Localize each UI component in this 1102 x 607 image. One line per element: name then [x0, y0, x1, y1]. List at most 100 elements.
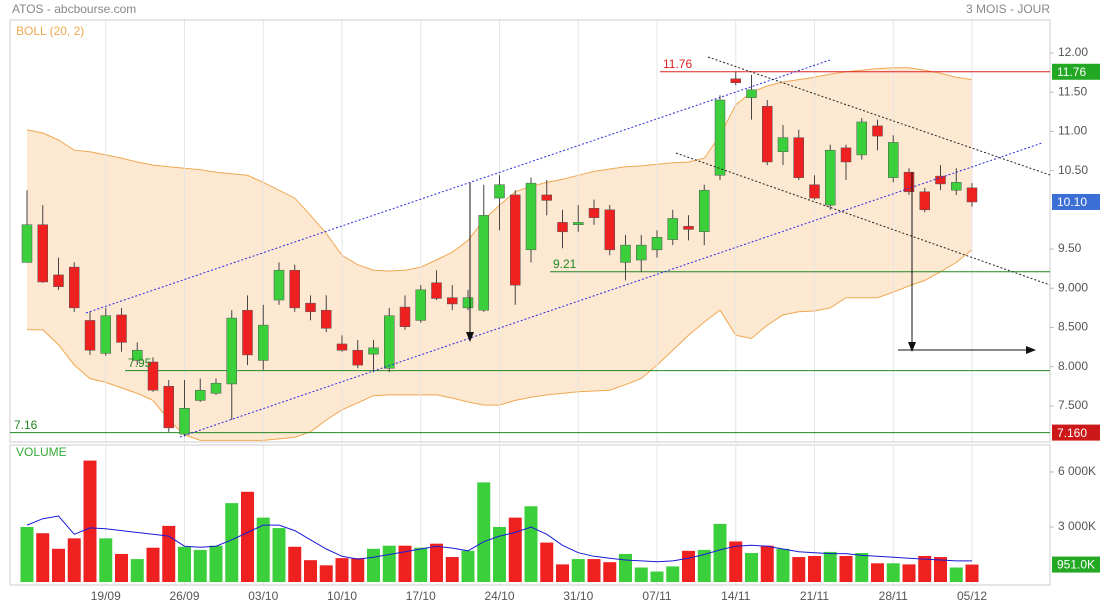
- volume-bar: [146, 547, 160, 582]
- level-label: 7.95: [128, 356, 152, 370]
- volume-panel: [9, 444, 1051, 586]
- candle-body: [966, 187, 978, 203]
- volume-bar: [162, 525, 176, 582]
- x-tick-label: 14/11: [721, 589, 750, 603]
- candle-body: [777, 137, 789, 153]
- volume-bar: [524, 506, 538, 582]
- candle-body: [321, 309, 332, 329]
- candle-body: [132, 349, 143, 361]
- candle-body: [384, 315, 395, 369]
- volume-bar: [571, 559, 585, 582]
- indicator-label: BOLL (20, 2): [16, 24, 84, 38]
- value-tag: [1052, 424, 1100, 441]
- y-tick-label: 9.50: [1058, 241, 1082, 255]
- volume-bar: [193, 549, 207, 582]
- volume-bar: [351, 558, 365, 582]
- candle-body: [305, 302, 316, 313]
- candle-body: [699, 189, 710, 233]
- volume-bar: [745, 553, 758, 582]
- volume-bar: [115, 553, 128, 582]
- volume-bar: [871, 563, 884, 582]
- volume-bar: [445, 557, 459, 582]
- arrow-head: [466, 332, 474, 342]
- candle-body: [21, 224, 33, 263]
- level-label: 11.76: [663, 57, 692, 71]
- candle-body: [856, 121, 867, 156]
- volume-bar: [697, 549, 711, 582]
- candle-body: [667, 218, 678, 240]
- volume-bar: [225, 503, 239, 582]
- candle-body: [242, 309, 253, 356]
- candle-body: [840, 147, 852, 163]
- x-tick-label: 03/10: [248, 589, 278, 603]
- volume-bar: [808, 555, 821, 582]
- candle-body: [478, 215, 489, 311]
- candle-body: [163, 386, 174, 429]
- candle-body: [525, 182, 537, 251]
- y-tick-label: 9.000: [1058, 280, 1088, 294]
- candle-body: [573, 222, 584, 225]
- candle-body: [368, 347, 379, 355]
- level-label: 9.21: [553, 257, 577, 271]
- candle-body: [651, 237, 663, 251]
- candle-body: [147, 361, 159, 391]
- volume-bar: [792, 557, 806, 582]
- candle-body: [195, 389, 206, 401]
- candle-body: [494, 184, 505, 199]
- candle-body: [289, 269, 300, 309]
- y-tick-label: 8.000: [1058, 359, 1088, 373]
- volume-bar: [603, 562, 617, 582]
- y-tick-label: 7.500: [1058, 398, 1088, 412]
- volume-bar: [619, 553, 632, 582]
- candle-body: [793, 137, 804, 178]
- candle-body: [447, 297, 458, 305]
- annotations: [85, 56, 1051, 438]
- volume-bar: [99, 538, 113, 582]
- candle-body: [69, 266, 80, 309]
- candle-body: [258, 324, 269, 361]
- x-tick-label: 21/11: [800, 589, 829, 603]
- candle-body: [951, 182, 962, 191]
- volume-bar: [650, 571, 664, 582]
- y-tick-label: 8.500: [1058, 320, 1088, 334]
- y-tick-label: 3 000K: [1058, 519, 1096, 533]
- volume-bar: [713, 523, 727, 582]
- candle-body: [431, 282, 442, 299]
- volume-bar: [382, 545, 396, 582]
- labels-layer: 11.76 9.21 7.95 7.16 12.00 11.50 11.00 10.50 9.5…: [14, 45, 1100, 603]
- volume-bar: [83, 460, 97, 582]
- volume-bar: [902, 564, 916, 582]
- volume-bar: [729, 541, 743, 582]
- candle-body: [683, 226, 694, 230]
- y-tick-label: 11.00: [1058, 124, 1087, 138]
- x-tick-label: 31/10: [563, 589, 593, 603]
- chart-title: ATOS - abcbourse.com: [12, 2, 136, 16]
- value-tag-label: 951.0K: [1057, 558, 1095, 572]
- volume-bar: [682, 550, 695, 582]
- value-tag-label: 10.10: [1057, 195, 1087, 209]
- arrow-head: [908, 342, 916, 352]
- x-tick-label: 07/11: [642, 589, 671, 603]
- y-tick-label: 12.00: [1058, 45, 1088, 59]
- candle-body: [352, 349, 363, 366]
- x-tick-label: 28/11: [879, 589, 908, 603]
- candle-body: [84, 320, 96, 351]
- x-tick-label: 05/12: [957, 589, 987, 603]
- volume-bar: [918, 555, 932, 582]
- candle-body: [226, 317, 237, 385]
- volume-bar: [430, 543, 443, 582]
- volume-bar: [634, 567, 648, 582]
- volume-bar: [965, 564, 979, 582]
- candle-body: [919, 191, 930, 211]
- arrow-head: [1026, 346, 1036, 354]
- volume-bar: [934, 557, 947, 582]
- volume-bar: [209, 545, 223, 582]
- value-tag: [1052, 556, 1100, 573]
- price-panel: [9, 19, 1051, 443]
- candle-body: [588, 208, 600, 218]
- candle-body: [37, 224, 48, 283]
- x-tick-label: 26/09: [169, 589, 199, 603]
- candle-body: [53, 274, 64, 287]
- y-tick-label: 11.50: [1058, 84, 1087, 98]
